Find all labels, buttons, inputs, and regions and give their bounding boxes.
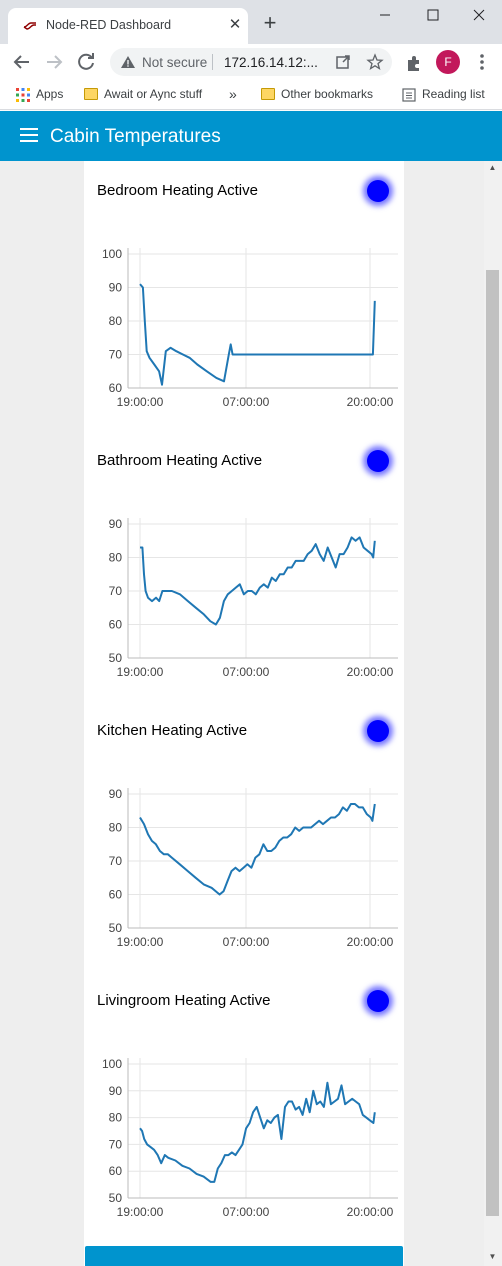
reading-list-button[interactable]: Reading list [402,86,485,104]
omnibox-separator [212,54,213,70]
url-text[interactable]: 172.16.14.12:... [224,55,318,70]
x-tick-label: 07:00:00 [223,665,270,679]
close-window-icon[interactable] [464,4,494,26]
x-tick-label: 19:00:00 [117,395,164,409]
x-tick-label: 19:00:00 [117,665,164,679]
temperature-series-line [139,803,376,896]
y-tick-label: 70 [109,854,123,868]
y-tick-label: 100 [102,247,122,261]
y-tick-label: 100 [102,1057,122,1071]
temperature-series-line [140,536,376,626]
bathroom-led-indicator [367,450,389,472]
extensions-icon[interactable] [404,53,424,73]
bookmark-star-icon[interactable] [366,53,384,71]
address-bar[interactable]: Not secure 172.16.14.12:... [110,48,392,76]
maximize-icon[interactable] [418,4,448,26]
y-tick-label: 90 [109,517,123,531]
y-tick-label: 80 [109,1111,123,1125]
node-red-favicon-icon [23,22,36,30]
reading-list-label: Reading list [422,87,485,101]
bookmark-other-label: Other bookmarks [281,87,374,101]
kitchen-temperature-chart: 90 80 70 60 50 19:00:00 07:00:00 20:00:00 [84,780,404,960]
reload-icon[interactable] [74,50,98,74]
y-tick-label: 90 [109,787,123,801]
tab-title: Node-RED Dashboard [46,18,172,32]
y-tick-label: 80 [109,551,123,565]
bedroom-temperature-chart: 100 90 80 70 60 19:00:00 07:00:00 20:00:00 [84,240,404,420]
browser-menu-icon[interactable] [474,50,490,74]
browser-tab[interactable]: Node-RED Dashboard ✕ [8,8,248,44]
x-tick-label: 07:00:00 [223,935,270,949]
y-tick-label: 60 [109,381,123,395]
x-tick-label: 20:00:00 [347,665,394,679]
back-icon[interactable] [10,50,34,74]
scroll-up-arrow-icon[interactable]: ▲ [488,163,497,172]
x-tick-label: 20:00:00 [347,395,394,409]
x-tick-label: 20:00:00 [347,1205,394,1219]
livingroom-heating-label: Livingroom Heating Active [97,992,271,1009]
y-tick-label: 80 [109,314,123,328]
temperature-series-line [139,1081,376,1183]
group-card [84,161,404,1266]
livingroom-led-indicator [367,990,389,1012]
temperature-series-line [139,283,376,386]
dashboard-header: Cabin Temperatures [0,111,502,161]
y-tick-label: 70 [109,584,123,598]
y-tick-label: 90 [109,1084,123,1098]
bookmark-apps-label: Apps [36,87,64,101]
forward-icon[interactable] [42,50,66,74]
apps-grid-icon [16,87,30,102]
scrollbar-thumb[interactable] [486,270,499,1216]
bedroom-led-indicator [367,180,389,202]
bookmark-await-label: Await or Aync stuff [104,87,203,101]
kitchen-heating-label: Kitchen Heating Active [97,722,248,739]
y-tick-label: 70 [109,1137,123,1151]
open-in-new-icon[interactable] [334,53,352,71]
reading-list-icon [402,88,416,102]
bathroom-temperature-chart: 90 80 70 60 50 19:00:00 07:00:00 20:00:00 [84,510,404,690]
folder-icon [84,88,98,100]
x-tick-label: 07:00:00 [223,395,270,409]
bathroom-heating-label: Bathroom Heating Active [97,452,263,469]
not-secure-label: Not secure [142,55,208,70]
livingroom-temperature-chart: 100 90 80 70 60 50 19:00:00 07:00:00 20:00:00 [84,1050,404,1230]
dashboard-content [0,161,484,1266]
bookmark-other[interactable]: Other bookmarks [261,86,373,104]
y-tick-label: 80 [109,821,123,835]
folder-icon [261,88,275,100]
y-tick-label: 60 [109,888,123,902]
bookmark-apps[interactable]: Apps [16,86,63,104]
x-tick-label: 19:00:00 [117,935,164,949]
y-tick-label: 90 [109,281,123,295]
y-tick-label: 50 [109,921,123,935]
bookmarks-bar: Apps Await or Aync stuff » Other bookmar… [0,80,502,110]
browser-toolbar: Not secure 172.16.14.12:... F [0,44,502,80]
hamburger-menu-icon[interactable] [20,128,38,142]
warning-icon[interactable] [120,54,136,70]
page-title: Cabin Temperatures [50,126,221,147]
scroll-down-arrow-icon[interactable]: ▼ [488,1252,497,1261]
y-tick-label: 70 [109,348,123,362]
bookmark-folder-await[interactable]: Await or Aync stuff [84,86,202,104]
next-group-header [85,1246,403,1266]
y-tick-label: 50 [109,651,123,665]
bedroom-heating-label: Bedroom Heating Active [97,182,258,199]
y-tick-label: 50 [109,1191,123,1205]
kitchen-led-indicator [367,720,389,742]
new-tab-button[interactable]: + [263,10,277,35]
x-tick-label: 20:00:00 [347,935,394,949]
minimize-icon[interactable] [370,4,400,26]
tab-close-icon[interactable]: ✕ [228,16,242,33]
y-tick-label: 60 [109,618,123,632]
y-tick-label: 60 [109,1164,123,1178]
bookmarks-overflow-button[interactable]: » [229,86,237,102]
profile-avatar[interactable]: F [436,50,460,74]
x-tick-label: 07:00:00 [223,1205,270,1219]
browser-tab-strip: Node-RED Dashboard ✕ + [0,0,502,44]
x-tick-label: 19:00:00 [117,1205,164,1219]
